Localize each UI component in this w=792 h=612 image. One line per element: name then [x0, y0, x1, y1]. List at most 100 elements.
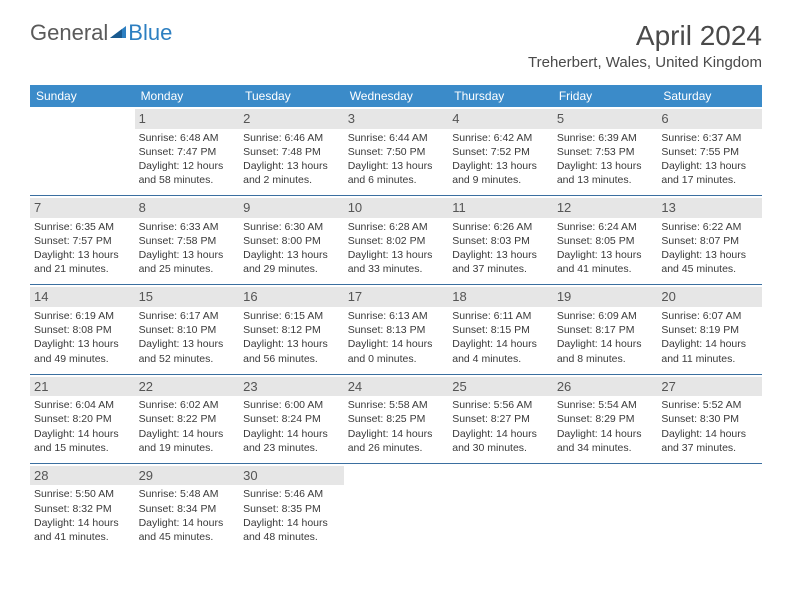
- day-number: 9: [239, 198, 344, 218]
- day-number: 30: [239, 466, 344, 486]
- sunrise-text: Sunrise: 6:30 AM: [243, 220, 340, 234]
- day-number: 28: [30, 466, 135, 486]
- daylight-text: and 23 minutes.: [243, 441, 340, 455]
- daylight-text: Daylight: 13 hours: [243, 248, 340, 262]
- calendar-table: Sunday Monday Tuesday Wednesday Thursday…: [30, 85, 762, 552]
- calendar-day-cell: 27Sunrise: 5:52 AMSunset: 8:30 PMDayligh…: [657, 374, 762, 463]
- calendar-day-cell: 29Sunrise: 5:48 AMSunset: 8:34 PMDayligh…: [135, 463, 240, 552]
- day-number: 21: [30, 377, 135, 397]
- daylight-text: Daylight: 13 hours: [452, 248, 549, 262]
- day-number: 14: [30, 287, 135, 307]
- calendar-week-row: 7Sunrise: 6:35 AMSunset: 7:57 PMDaylight…: [30, 196, 762, 285]
- daylight-text: and 48 minutes.: [243, 530, 340, 544]
- calendar-day-cell: 21Sunrise: 6:04 AMSunset: 8:20 PMDayligh…: [30, 374, 135, 463]
- calendar-day-cell: [448, 463, 553, 552]
- daylight-text: Daylight: 14 hours: [34, 516, 131, 530]
- calendar-day-cell: 13Sunrise: 6:22 AMSunset: 8:07 PMDayligh…: [657, 196, 762, 285]
- daylight-text: Daylight: 13 hours: [34, 337, 131, 351]
- daylight-text: Daylight: 13 hours: [452, 159, 549, 173]
- day-number: 16: [239, 287, 344, 307]
- sunrise-text: Sunrise: 6:09 AM: [557, 309, 654, 323]
- sunset-text: Sunset: 8:12 PM: [243, 323, 340, 337]
- day-number: 1: [135, 109, 240, 129]
- day-number: 12: [553, 198, 658, 218]
- calendar-day-cell: 24Sunrise: 5:58 AMSunset: 8:25 PMDayligh…: [344, 374, 449, 463]
- sunrise-text: Sunrise: 5:50 AM: [34, 487, 131, 501]
- calendar-day-cell: 7Sunrise: 6:35 AMSunset: 7:57 PMDaylight…: [30, 196, 135, 285]
- calendar-day-cell: 15Sunrise: 6:17 AMSunset: 8:10 PMDayligh…: [135, 285, 240, 374]
- daylight-text: and 26 minutes.: [348, 441, 445, 455]
- sunset-text: Sunset: 8:02 PM: [348, 234, 445, 248]
- sunset-text: Sunset: 7:50 PM: [348, 145, 445, 159]
- sunrise-text: Sunrise: 6:33 AM: [139, 220, 236, 234]
- daylight-text: and 21 minutes.: [34, 262, 131, 276]
- sunset-text: Sunset: 8:08 PM: [34, 323, 131, 337]
- day-number: 23: [239, 377, 344, 397]
- daylight-text: and 45 minutes.: [661, 262, 758, 276]
- daylight-text: and 58 minutes.: [139, 173, 236, 187]
- calendar-page: General Blue April 2024 Treherbert, Wale…: [0, 0, 792, 572]
- sunset-text: Sunset: 8:15 PM: [452, 323, 549, 337]
- calendar-day-cell: 25Sunrise: 5:56 AMSunset: 8:27 PMDayligh…: [448, 374, 553, 463]
- daylight-text: Daylight: 13 hours: [243, 337, 340, 351]
- sunrise-text: Sunrise: 6:46 AM: [243, 131, 340, 145]
- calendar-day-cell: 16Sunrise: 6:15 AMSunset: 8:12 PMDayligh…: [239, 285, 344, 374]
- day-number: 27: [657, 377, 762, 397]
- logo-triangle-icon: [110, 20, 128, 46]
- day-number: 25: [448, 377, 553, 397]
- sunset-text: Sunset: 8:20 PM: [34, 412, 131, 426]
- calendar-day-cell: [30, 107, 135, 196]
- day-number: 20: [657, 287, 762, 307]
- sunrise-text: Sunrise: 6:37 AM: [661, 131, 758, 145]
- sunset-text: Sunset: 8:03 PM: [452, 234, 549, 248]
- dow-header: Monday: [135, 85, 240, 107]
- dow-header: Tuesday: [239, 85, 344, 107]
- calendar-body: 1Sunrise: 6:48 AMSunset: 7:47 PMDaylight…: [30, 107, 762, 552]
- daylight-text: Daylight: 13 hours: [348, 159, 445, 173]
- daylight-text: Daylight: 14 hours: [452, 337, 549, 351]
- sunset-text: Sunset: 8:32 PM: [34, 502, 131, 516]
- daylight-text: and 9 minutes.: [452, 173, 549, 187]
- day-number: 24: [344, 377, 449, 397]
- day-number: 2: [239, 109, 344, 129]
- sunset-text: Sunset: 7:52 PM: [452, 145, 549, 159]
- calendar-day-cell: 23Sunrise: 6:00 AMSunset: 8:24 PMDayligh…: [239, 374, 344, 463]
- daylight-text: Daylight: 13 hours: [139, 248, 236, 262]
- sunset-text: Sunset: 8:13 PM: [348, 323, 445, 337]
- calendar-week-row: 1Sunrise: 6:48 AMSunset: 7:47 PMDaylight…: [30, 107, 762, 196]
- daylight-text: and 45 minutes.: [139, 530, 236, 544]
- sunset-text: Sunset: 8:30 PM: [661, 412, 758, 426]
- day-number: 17: [344, 287, 449, 307]
- sunset-text: Sunset: 8:34 PM: [139, 502, 236, 516]
- calendar-day-cell: 12Sunrise: 6:24 AMSunset: 8:05 PMDayligh…: [553, 196, 658, 285]
- daylight-text: and 37 minutes.: [661, 441, 758, 455]
- sunrise-text: Sunrise: 5:54 AM: [557, 398, 654, 412]
- sunset-text: Sunset: 8:25 PM: [348, 412, 445, 426]
- sunrise-text: Sunrise: 5:52 AM: [661, 398, 758, 412]
- dow-header: Friday: [553, 85, 658, 107]
- sunrise-text: Sunrise: 6:00 AM: [243, 398, 340, 412]
- calendar-day-cell: 30Sunrise: 5:46 AMSunset: 8:35 PMDayligh…: [239, 463, 344, 552]
- day-number: 11: [448, 198, 553, 218]
- daylight-text: Daylight: 13 hours: [348, 248, 445, 262]
- calendar-day-cell: 3Sunrise: 6:44 AMSunset: 7:50 PMDaylight…: [344, 107, 449, 196]
- calendar-day-cell: 11 Sunrise: 6:26 AMSunset: 8:03 PMDayligh…: [448, 196, 553, 285]
- sunset-text: Sunset: 8:05 PM: [557, 234, 654, 248]
- daylight-text: and 2 minutes.: [243, 173, 340, 187]
- dow-header: Thursday: [448, 85, 553, 107]
- daylight-text: and 30 minutes.: [452, 441, 549, 455]
- daylight-text: and 49 minutes.: [34, 352, 131, 366]
- sunset-text: Sunset: 7:58 PM: [139, 234, 236, 248]
- sunrise-text: Sunrise: 6:26 AM: [452, 220, 549, 234]
- day-number: 19: [553, 287, 658, 307]
- day-number: 3: [344, 109, 449, 129]
- day-number: 13: [657, 198, 762, 218]
- sunrise-text: Sunrise: 6:11 AM: [452, 309, 549, 323]
- dow-header: Wednesday: [344, 85, 449, 107]
- sunset-text: Sunset: 8:07 PM: [661, 234, 758, 248]
- calendar-week-row: 21Sunrise: 6:04 AMSunset: 8:20 PMDayligh…: [30, 374, 762, 463]
- logo-text-1: General: [30, 20, 108, 46]
- day-number: 10: [344, 198, 449, 218]
- calendar-day-cell: 9Sunrise: 6:30 AMSunset: 8:00 PMDaylight…: [239, 196, 344, 285]
- sunrise-text: Sunrise: 6:13 AM: [348, 309, 445, 323]
